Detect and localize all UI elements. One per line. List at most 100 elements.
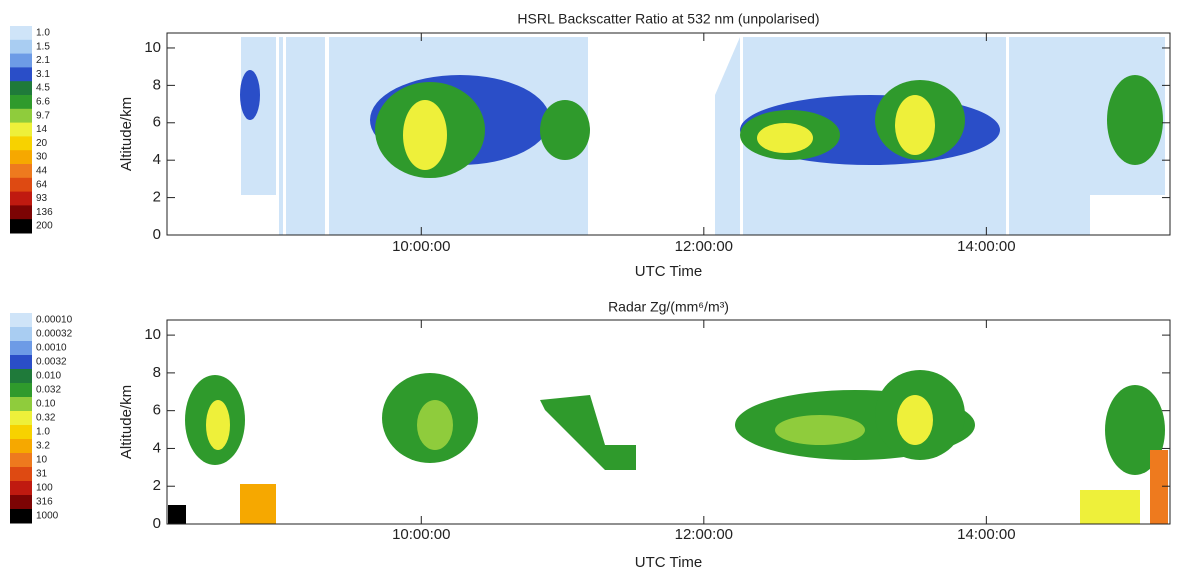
- colorbar-swatch: [10, 53, 32, 68]
- colorbar-label: 1.0: [36, 28, 50, 39]
- hsrl-cloud: [540, 100, 590, 160]
- colorbar-label: 0.0032: [36, 357, 67, 368]
- hsrl-cloud: [757, 123, 813, 153]
- radar-echo: [1080, 490, 1140, 524]
- colorbar-label: 31: [36, 469, 48, 480]
- colorbar-swatch: [10, 313, 32, 328]
- colorbar-label: 1.5: [36, 41, 50, 52]
- colorbar-swatch: [10, 341, 32, 356]
- colorbar-swatch: [10, 164, 32, 179]
- x-tick-label: 12:00:00: [675, 526, 733, 543]
- plot-frame: [166, 319, 1171, 525]
- colorbar-swatch: [10, 191, 32, 206]
- hsrl-below-cloud: [241, 195, 276, 235]
- colorbar-label: 0.032: [36, 385, 61, 396]
- colorbar-swatch: [10, 383, 32, 398]
- colorbar-label: 0.0010: [36, 343, 67, 354]
- colorbar-swatch: [10, 39, 32, 55]
- x-tick-label: 12:00:00: [675, 238, 733, 255]
- hsrl-cloud: [240, 70, 260, 120]
- x-axis-label: UTC Time: [635, 263, 703, 280]
- y-tick-label: 6: [153, 402, 161, 419]
- colorbar-label: 30: [36, 152, 48, 163]
- colorbar-swatch: [10, 177, 32, 193]
- radar-echo: [206, 400, 230, 450]
- y-axis-label: Altitude/km: [118, 97, 135, 171]
- colorbar-swatch: [10, 453, 32, 468]
- chart-title: HSRL Backscatter Ratio at 532 nm (unpola…: [517, 11, 819, 27]
- x-tick-label: 10:00:00: [392, 238, 450, 255]
- colorbar-swatch: [10, 26, 32, 41]
- y-tick-label: 8: [153, 364, 161, 381]
- hsrl-below-cloud: [1090, 195, 1165, 235]
- hsrl-gap: [283, 37, 286, 235]
- hsrl-echoes: [240, 37, 1165, 235]
- x-tick-label: 14:00:00: [957, 526, 1015, 543]
- colorbar-swatch: [10, 397, 32, 412]
- y-tick-label: 8: [153, 76, 161, 93]
- colorbar-label: 200: [36, 221, 53, 232]
- colorbar-swatch: [10, 136, 32, 151]
- radar-echo: [775, 415, 865, 445]
- colorbar-swatch: [10, 205, 32, 220]
- colorbar-label: 93: [36, 193, 48, 204]
- colorbar-swatch: [10, 369, 32, 384]
- colorbar-label: 2.1: [36, 55, 50, 66]
- colorbar-swatch: [10, 122, 32, 137]
- colorbar-label: 3.2: [36, 441, 50, 452]
- hsrl-cloud: [1107, 75, 1163, 165]
- colorbar-label: 14: [36, 124, 48, 135]
- colorbar-swatch: [10, 95, 32, 110]
- hsrl-gap: [325, 37, 329, 235]
- radar-echo: [540, 395, 636, 470]
- colorbar-label: 0.00010: [36, 315, 73, 326]
- colorbar-swatch: [10, 327, 32, 342]
- colorbar-swatch: [10, 219, 32, 234]
- colorbar-label: 64: [36, 179, 48, 190]
- colorbar-label: 1000: [36, 511, 59, 522]
- hsrl-gap: [1006, 37, 1009, 235]
- hsrl-gap: [276, 37, 279, 235]
- colorbar-swatch: [10, 411, 32, 426]
- colorbar-label: 9.7: [36, 110, 50, 121]
- colorbar-label: 4.5: [36, 83, 50, 94]
- y-tick-label: 4: [153, 151, 161, 168]
- colorbar-label: 0.32: [36, 413, 56, 424]
- colorbar-swatch: [10, 495, 32, 510]
- radar-echoes: [168, 370, 1168, 524]
- hsrl-cloud: [895, 95, 935, 155]
- colorbar-swatch: [10, 425, 32, 440]
- colorbar-swatch: [10, 108, 32, 124]
- colorbar-label: 316: [36, 497, 53, 508]
- colorbar-label: 20: [36, 138, 48, 149]
- colorbar-swatch: [10, 481, 32, 496]
- colorbar: 1.0 1.5 2.1 3.1 4.5 6.6 9.7 14 20 30 44 64 93 136 200: [10, 26, 53, 234]
- colorbar-label: 100: [36, 483, 53, 494]
- colorbar-swatch: [10, 439, 32, 454]
- colorbar-label: 1.0: [36, 427, 50, 438]
- colorbar-swatch: [10, 67, 32, 82]
- plot-frame: [166, 32, 1171, 236]
- y-tick-label: 0: [153, 226, 161, 243]
- colorbar-label: 10: [36, 455, 48, 466]
- y-tick-label: 10: [144, 39, 161, 56]
- radar-echo: [897, 395, 933, 445]
- radar-echo: [1150, 450, 1168, 524]
- y-tick-label: 2: [153, 477, 161, 494]
- x-tick-label: 14:00:00: [957, 238, 1015, 255]
- y-tick-label: 4: [153, 439, 161, 456]
- colorbar-label: 0.010: [36, 371, 61, 382]
- colorbar-swatch: [10, 150, 32, 165]
- colorbar-swatch: [10, 467, 32, 482]
- x-axis-label: UTC Time: [635, 554, 703, 571]
- colorbar-label: 6.6: [36, 97, 50, 108]
- colorbar-label: 0.00032: [36, 329, 73, 340]
- colorbar-label: 136: [36, 207, 53, 218]
- y-tick-label: 2: [153, 189, 161, 206]
- radar-echo: [417, 400, 453, 450]
- chart-title: Radar Zg/(mm⁶/m³): [608, 299, 729, 315]
- colorbar-swatch: [10, 81, 32, 96]
- y-tick-label: 10: [144, 326, 161, 343]
- y-tick-label: 6: [153, 114, 161, 131]
